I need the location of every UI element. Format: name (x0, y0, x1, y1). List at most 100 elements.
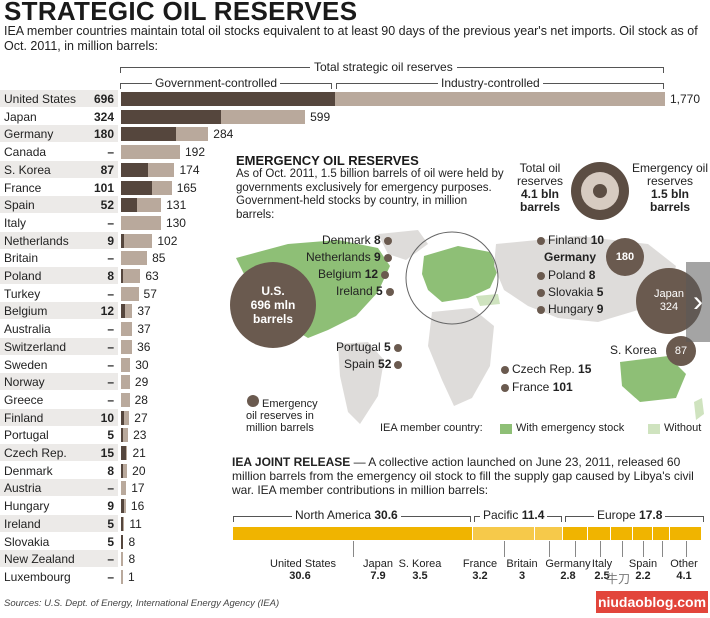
total-value: 23 (133, 428, 147, 443)
row-background (0, 444, 118, 461)
row-background (0, 160, 118, 178)
total-value: 8 (128, 534, 136, 549)
page-title: STRATEGIC OIL RESERVES (4, 0, 358, 26)
total-value: 102 (157, 233, 178, 248)
release-segment (473, 527, 535, 540)
country-name: Austria (4, 481, 42, 496)
map-label-value: 15 (578, 362, 592, 376)
row-background (0, 196, 118, 214)
skorea-bubble-value: 87 (674, 345, 688, 357)
gov-value: 5 (107, 516, 114, 531)
map-label-value: 10 (590, 233, 605, 247)
gov-value: 5 (107, 428, 114, 443)
release-member-value: 3 (518, 570, 526, 582)
gov-bar (121, 269, 124, 283)
gov-value: 87 (100, 162, 114, 177)
map-label-value: 9 (596, 302, 604, 316)
gov-header: Government-controlled (152, 74, 281, 92)
us-bubble-line1: U.S. (261, 284, 285, 298)
country-name: Portugal (4, 428, 49, 443)
ring-icon (571, 162, 629, 220)
total-header: Total strategic oil reserves (310, 58, 457, 76)
country-name: Japan (4, 109, 37, 124)
gov-value: 52 (100, 198, 114, 213)
country-name: Hungary (4, 499, 50, 514)
gov-bar (121, 198, 137, 213)
total-bar (121, 286, 139, 301)
release-title: IEA JOINT RELEASE (232, 455, 351, 469)
legend-bubble-text: Emergency oil reserves in million barrel… (246, 398, 318, 434)
gov-value: – (107, 322, 114, 337)
release-segment (670, 527, 702, 540)
release-segment (587, 527, 611, 540)
release-member-name: United States (270, 558, 337, 570)
total-value: 36 (137, 339, 151, 354)
total-bar (121, 145, 180, 160)
total-bar (121, 304, 133, 319)
release-member: Japan 7.9 (348, 558, 408, 582)
country-name: Australia (4, 322, 51, 337)
table-row: Ireland 5 11 (0, 514, 700, 533)
release-member-name: S. Korea (398, 558, 442, 570)
map-label-value: 5 (376, 284, 383, 298)
total-value: 20 (132, 463, 146, 478)
pacific-region: Pacific 11.4 (480, 508, 548, 522)
gov-bar (121, 410, 125, 425)
legend-without-swatch (648, 424, 660, 434)
release-member-name: Britain (506, 558, 538, 570)
emergency-oil-value: 1.5 bln barrels (649, 187, 691, 214)
na-region: North America 30.6 (292, 508, 401, 522)
south-america-shape (338, 342, 384, 424)
row-background (0, 461, 118, 479)
pacific-label: Pacific (483, 508, 519, 522)
release-member: S. Korea 3.5 (390, 558, 450, 582)
total-value: 29 (134, 375, 149, 390)
release-member: Italy 2.5 (572, 558, 632, 582)
map-dot (383, 253, 392, 262)
gov-value: 324 (93, 109, 114, 124)
chevron-right-icon[interactable]: › (686, 262, 710, 342)
table-row: Netherlands 9 102 (0, 231, 700, 250)
total-bar (121, 552, 124, 567)
row-background (0, 90, 118, 107)
map-label: Portugal 5 (336, 340, 405, 354)
total-value: 37 (137, 322, 151, 337)
map-label-name: Portugal (336, 340, 385, 354)
release-member-value: 4.1 (676, 570, 692, 582)
gov-value: 10 (100, 410, 114, 425)
europe-region: Europe 17.8 (594, 508, 666, 522)
table-row: Slovakia 5 8 (0, 532, 700, 551)
gov-bar (121, 180, 153, 195)
gov-value: – (107, 481, 114, 496)
row-background (0, 267, 118, 284)
legend-member-label: IEA member country: (380, 422, 483, 434)
release-member: Germany 2.8 (538, 558, 598, 582)
total-bar (121, 251, 148, 266)
map-label-name: Belgium (318, 267, 365, 281)
row-background (0, 320, 118, 338)
release-member-value: 2.2 (635, 570, 651, 582)
us-bubble: U.S. 696 mln barrels (230, 262, 316, 348)
total-bar (121, 392, 130, 407)
release-member-name: Japan (363, 558, 393, 570)
table-row: Turkey – 57 (0, 284, 700, 303)
table-row: New Zealand –8 (0, 550, 700, 568)
emergency-text: As of Oct. 2011, 1.5 billion barrels of … (236, 168, 504, 221)
country-name: Sweden (4, 357, 48, 372)
japan-bubble-value: 324 (659, 301, 679, 313)
total-bar (121, 481, 127, 496)
gov-value: 8 (107, 463, 114, 478)
release-member-value: 3.5 (412, 570, 428, 582)
country-name: Italy (4, 215, 27, 230)
gov-value: 5 (107, 534, 114, 549)
map-dot (501, 383, 509, 392)
table-row: Poland 8 63 (0, 267, 700, 285)
country-name: Spain (4, 198, 35, 213)
table-row: France 101 165 (0, 178, 700, 197)
country-name: United States (4, 92, 77, 106)
total-value: 63 (145, 269, 159, 283)
table-row: Denmark 8 20 (0, 461, 700, 480)
total-bar (121, 233, 153, 248)
row-background (0, 514, 118, 532)
map-label-value: 9 (374, 250, 381, 264)
